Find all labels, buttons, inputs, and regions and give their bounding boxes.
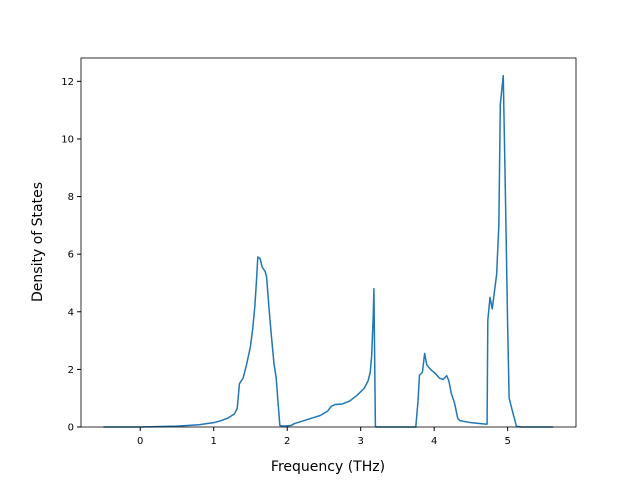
x-axis-label: Frequency (THz) [271,459,385,475]
y-tick-label: 6 [68,250,74,261]
y-tick-label: 12 [61,77,74,88]
x-tick-label: 4 [431,436,437,447]
y-axis-label: Density of States [30,182,46,302]
x-tick-label: 2 [284,436,290,447]
x-tick-label: 5 [504,436,510,447]
x-tick-label: 3 [357,436,363,447]
y-tick-label: 2 [68,365,74,376]
y-tick-label: 8 [68,192,74,203]
y-tick-label: 4 [68,307,74,318]
x-tick-label: 0 [137,436,143,447]
y-tick-label: 10 [61,134,74,145]
x-tick-label: 1 [211,436,217,447]
y-tick-label: 0 [68,423,74,434]
axes-frame [80,57,577,428]
line [103,74,554,428]
